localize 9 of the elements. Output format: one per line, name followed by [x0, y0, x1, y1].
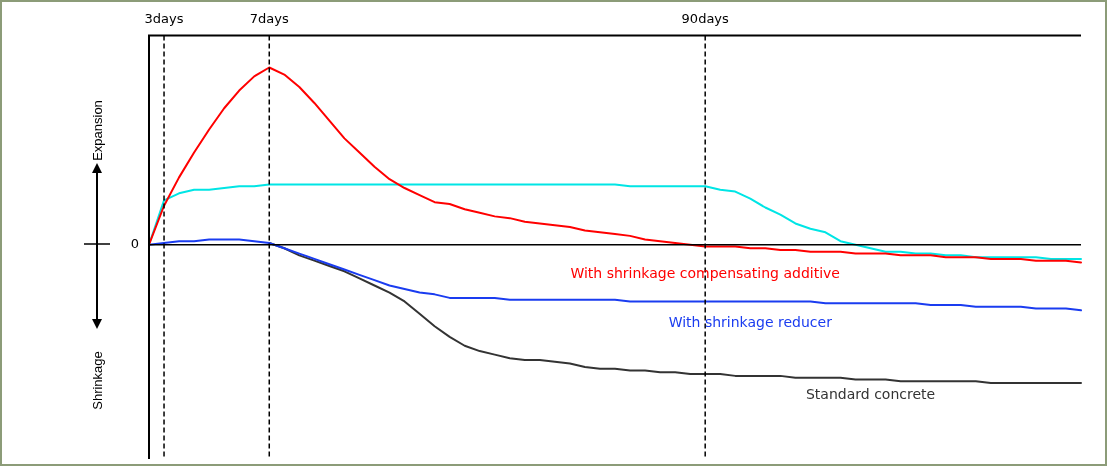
text: Shrinkage: [89, 350, 105, 410]
text: Expansion: [89, 99, 105, 161]
x-tick-label: 90days: [681, 11, 730, 27]
series-label: With shrinkage reducer: [668, 314, 833, 331]
ref-line-label: 0: [130, 236, 139, 252]
series-label: Standard concrete: [805, 386, 936, 403]
series-label: With shrinkage compensating additive: [570, 265, 840, 282]
x-tick-label: 7days: [249, 11, 289, 27]
x-tick-label: 3days: [144, 11, 184, 27]
